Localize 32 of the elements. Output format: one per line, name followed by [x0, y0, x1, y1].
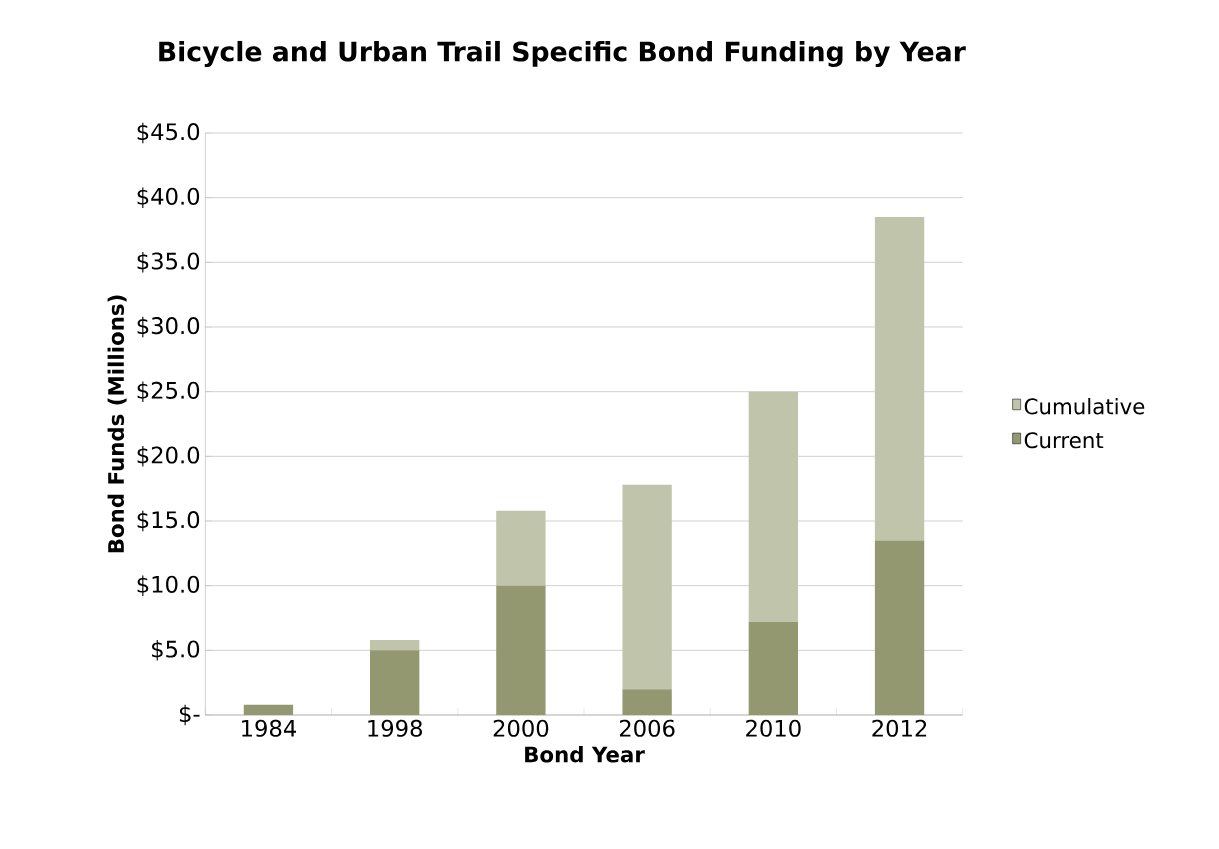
x-tick-label: 1998: [368, 719, 422, 737]
x-tick-label: 2012: [872, 719, 927, 737]
bar: [370, 650, 420, 715]
bar: [243, 704, 294, 715]
bar: [748, 391, 799, 622]
x-tick-label: 2000: [493, 719, 549, 737]
bar: [496, 510, 546, 586]
bar: [622, 689, 672, 715]
y-tick-label: $5.0: [152, 640, 200, 661]
y-tick-label: $40.0: [137, 187, 200, 208]
y-tick-label: $20.0: [137, 446, 200, 467]
y-tick-label: $30.0: [137, 316, 200, 338]
x-tick-label: 1984: [242, 719, 297, 737]
bar: [874, 217, 925, 541]
y-tick-label: $35.0: [137, 252, 200, 273]
bar: [748, 621, 799, 715]
x-tick-label: 2010: [746, 719, 801, 737]
bar: [874, 540, 925, 715]
legend-label: Cumulative: [1024, 397, 1145, 415]
x-tick-label: 2006: [619, 719, 675, 737]
y-axis-title: Bond Funds (Millions): [107, 295, 127, 553]
y-tick-label: $25.0: [137, 381, 200, 402]
bar: [622, 484, 672, 690]
y-tick-label: $45.0: [137, 122, 200, 144]
legend-label: Current: [1024, 432, 1104, 449]
bar: [370, 639, 420, 651]
bar: [496, 585, 546, 715]
x-axis-title: Bond Year: [525, 746, 645, 763]
chart-title: Bicycle and Urban Trail Specific Bond Funding by Year: [159, 40, 966, 67]
y-tick-label: $15.0: [137, 510, 200, 532]
y-tick-label: $10.0: [137, 575, 200, 596]
y-tick-label: $-: [179, 704, 200, 726]
